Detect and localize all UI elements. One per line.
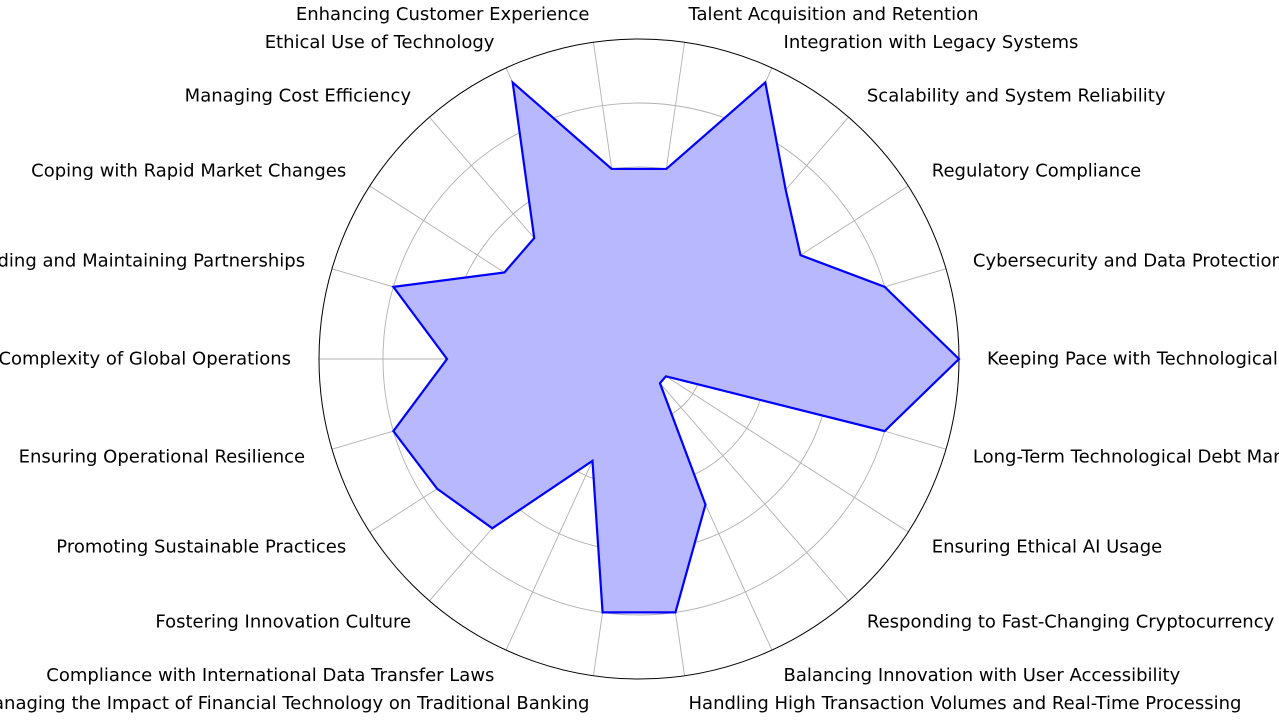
category-label: Integration with Legacy Systems xyxy=(784,32,1079,53)
category-label: Coping with Rapid Market Changes xyxy=(31,160,346,181)
category-label: Promoting Sustainable Practices xyxy=(56,537,346,558)
category-label: Managing the Impact of Financial Technol… xyxy=(0,693,589,714)
series-line-0 xyxy=(391,79,961,614)
category-label: Scalability and System Reliability xyxy=(867,86,1166,107)
category-label: Managing Cost Efficiency xyxy=(185,86,412,107)
category-label: Compliance with International Data Trans… xyxy=(46,665,494,686)
category-label: Ensuring Operational Resilience xyxy=(19,447,305,468)
category-label: Complexity of Global Operations xyxy=(0,349,291,370)
category-label: Fostering Innovation Culture xyxy=(155,612,411,633)
category-label: Responding to Fast-Changing Cryptocurren… xyxy=(867,612,1279,633)
series-area-0 xyxy=(393,82,959,613)
spoke-20 xyxy=(638,358,909,533)
category-label: Keeping Pace with Technological Advancem… xyxy=(987,349,1279,370)
spoke-19 xyxy=(638,358,849,602)
category-label: Regulatory Compliance xyxy=(932,160,1141,181)
category-labels: Keeping Pace with Technological Advancem… xyxy=(0,4,1279,714)
category-label: Building and Maintaining Partnerships xyxy=(0,250,305,271)
category-label: Handling High Transaction Volumes and Re… xyxy=(689,693,1242,714)
category-label: Long-Term Technological Debt Management xyxy=(973,447,1279,468)
category-label: Cybersecurity and Data Protection xyxy=(973,250,1279,271)
category-label: Enhancing Customer Experience xyxy=(296,4,590,25)
category-label: Talent Acquisition and Retention xyxy=(688,4,979,25)
category-label: Ethical Use of Technology xyxy=(265,32,495,53)
category-label: Balancing Innovation with User Accessibi… xyxy=(784,665,1181,686)
category-label: Ensuring Ethical AI Usage xyxy=(932,537,1162,558)
series-layer xyxy=(391,79,961,614)
